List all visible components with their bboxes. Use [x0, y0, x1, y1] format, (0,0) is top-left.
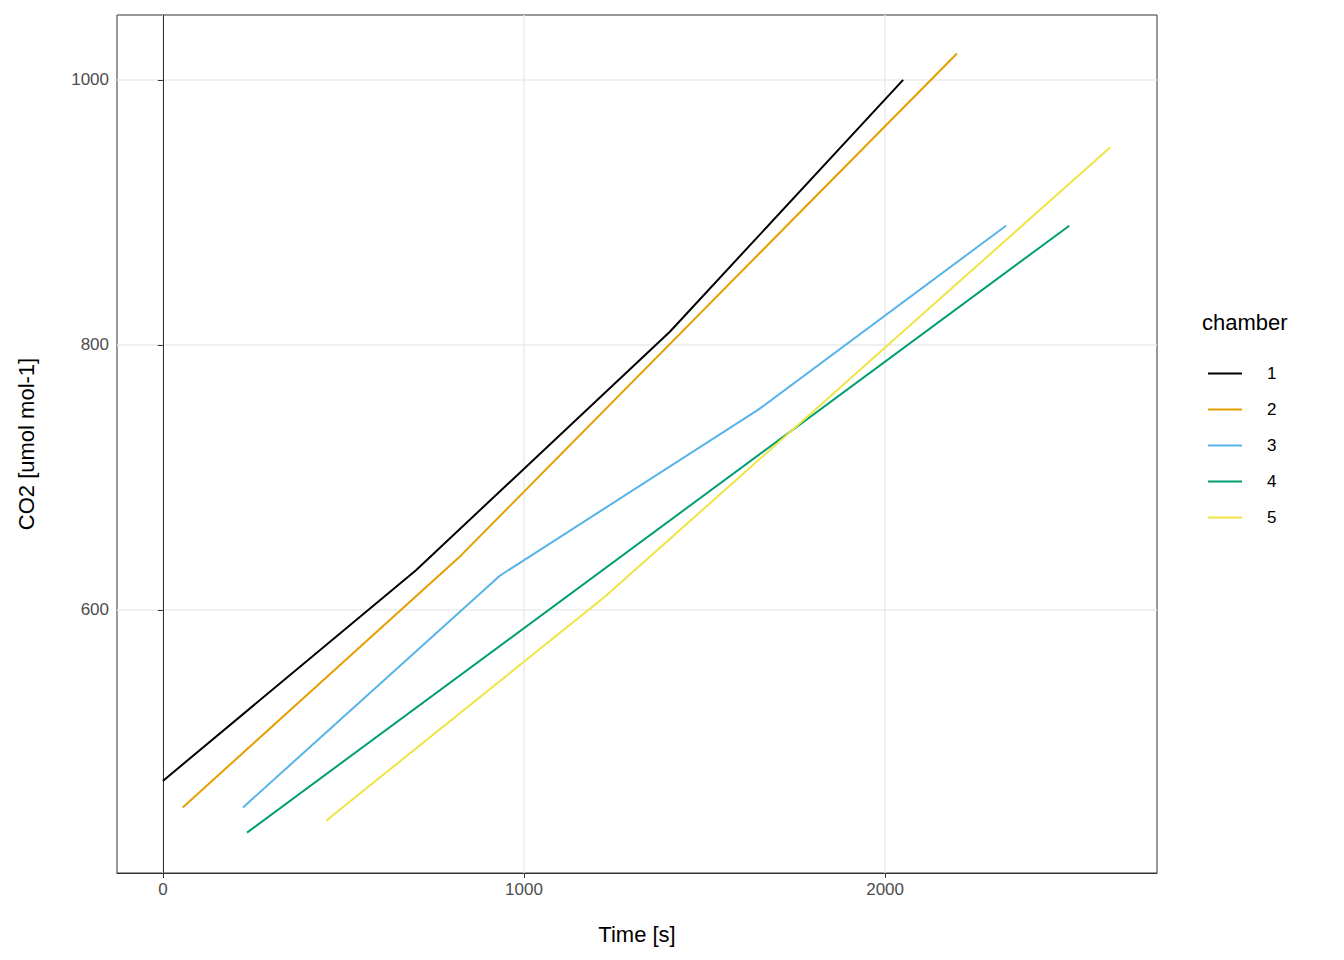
- svg-text:5: 5: [1267, 508, 1276, 527]
- svg-text:1: 1: [1267, 364, 1276, 383]
- svg-text:2000: 2000: [866, 880, 904, 899]
- svg-text:1000: 1000: [71, 70, 109, 89]
- svg-text:4: 4: [1267, 472, 1276, 491]
- svg-text:Time [s]: Time [s]: [598, 922, 675, 947]
- svg-text:chamber: chamber: [1202, 310, 1288, 335]
- svg-text:1000: 1000: [505, 880, 543, 899]
- svg-text:3: 3: [1267, 436, 1276, 455]
- svg-text:0: 0: [158, 880, 167, 899]
- svg-text:2: 2: [1267, 400, 1276, 419]
- svg-text:800: 800: [81, 335, 109, 354]
- svg-text:CO2 [umol mol-1]: CO2 [umol mol-1]: [14, 358, 39, 530]
- svg-text:600: 600: [81, 600, 109, 619]
